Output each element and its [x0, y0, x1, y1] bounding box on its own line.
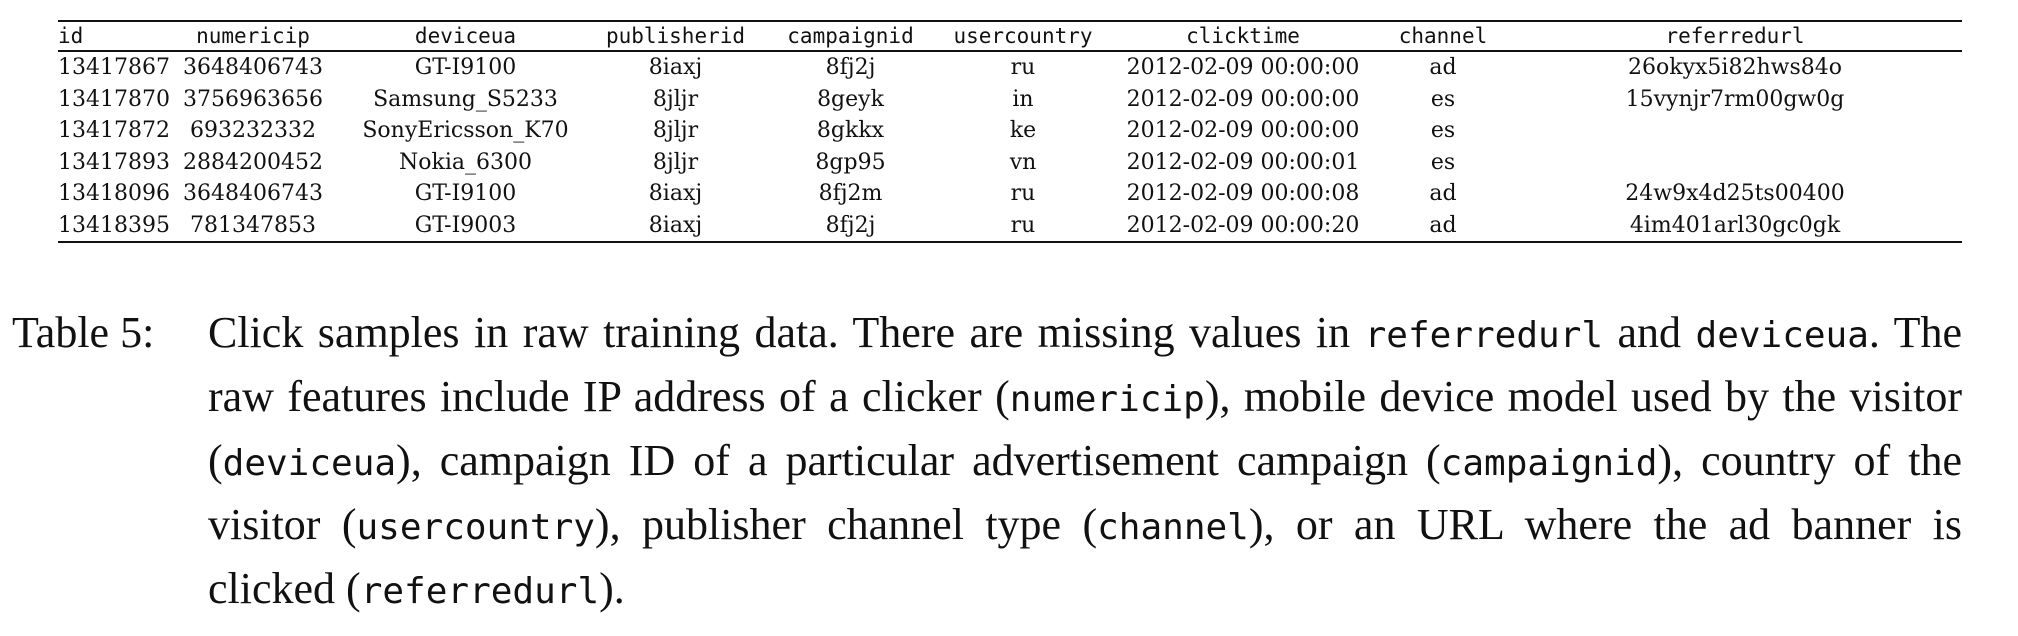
table-cell: GT-I9100 — [414, 181, 517, 206]
table-cell: GT-I9100 — [414, 55, 517, 80]
table-cell: Samsung_S5233 — [373, 86, 558, 112]
caption-code-term: referredurl — [1364, 315, 1604, 356]
table-cell — [1508, 115, 1962, 147]
table-cell: 13417893 — [58, 149, 170, 175]
table-cell: 8geyk — [817, 86, 884, 112]
table-cell: 13417870 — [58, 86, 170, 112]
table-cell: ad — [1429, 181, 1457, 206]
table-cell: 8iaxj — [648, 55, 703, 80]
table-row: 13417867 3648406743 GT-I9100 8iaxj 8fj2j ru 20… — [58, 51, 1962, 84]
table-cell: 8fj2j — [825, 55, 876, 80]
caption-text-segment: ), mobile device model used by the visit… — [208, 372, 1962, 485]
table-cell: ru — [1010, 212, 1036, 238]
caption-text-segment: ), or an URL where the ad banner is clic… — [208, 500, 1963, 613]
column-header: id — [58, 24, 84, 48]
table-row: 13418395 781347853 GT-I9003 8iaxj 8fj2j ru 201… — [58, 210, 1962, 242]
table-cell: 3648406743 — [183, 181, 323, 206]
table-cell: es — [1430, 86, 1456, 112]
table-cell: 15vynjr7rm00gw0g — [1625, 86, 1845, 112]
table-cell: 13417867 — [58, 55, 170, 80]
table-cell: SonyEricsson_K70 — [362, 118, 569, 143]
caption-code-term: referredurl — [360, 571, 600, 612]
caption-code-term: usercountry — [356, 507, 595, 548]
table-cell: 781347853 — [190, 212, 316, 238]
column-header: channel — [1398, 24, 1488, 48]
table-cell: 2884200452 — [183, 149, 323, 175]
table-cell — [1508, 147, 1962, 179]
column-header: numericip — [196, 24, 310, 48]
table-cell: ru — [1010, 181, 1036, 206]
table-row: 13418096 3648406743 GT-I9100 8iaxj 8fj2m ru 20… — [58, 178, 1962, 210]
column-header: publisherid — [605, 24, 746, 48]
table-cell: es — [1430, 149, 1456, 175]
table-row: 13417872 693232332 SonyEricsson_K70 8jljr 8g… — [58, 115, 1962, 147]
column-header: clicktime — [1186, 24, 1300, 48]
table-cell: 2012-02-09 00:00:01 — [1126, 149, 1360, 175]
table-cell: 3756963656 — [183, 86, 323, 112]
table-cell: 2012-02-09 00:00:08 — [1126, 181, 1360, 206]
table-cell: 3648406743 — [183, 55, 323, 80]
table-cell: 8fj2m — [818, 181, 883, 206]
caption-code-term: deviceua — [222, 443, 397, 484]
table-row: 13417893 2884200452 Nokia_6300 8jljr 8gp95 vn… — [58, 147, 1962, 179]
table-cell: GT-I9003 — [414, 212, 517, 238]
table-cell: 8jljr — [652, 149, 699, 175]
table-cell: ad — [1429, 55, 1457, 80]
table-header-row: id numericip deviceua publisherid campaignid… — [58, 21, 1962, 51]
click-samples-table-container: id numericip deviceua publisherid campaignid… — [58, 20, 1962, 243]
table-cell: 13417872 — [58, 118, 170, 143]
table-cell: 13418096 — [58, 181, 170, 206]
column-header: referredurl — [1665, 24, 1805, 48]
table-cell: in — [1012, 86, 1034, 112]
table-cell: es — [1430, 118, 1456, 143]
table-cell: 8gp95 — [815, 149, 886, 175]
table-body: 13417867 3648406743 GT-I9100 8iaxj 8fj2j ru 20… — [58, 51, 1962, 242]
caption-code-term: numericip — [1009, 379, 1205, 420]
caption-text-segment: and — [1603, 308, 1696, 357]
caption-code-term: channel — [1097, 507, 1249, 548]
caption-code-term: campaignid — [1440, 443, 1658, 484]
column-header: usercountry — [953, 24, 1093, 48]
caption-text: Click samples in raw training data. Ther… — [208, 302, 1962, 622]
table-cell: 2012-02-09 00:00:20 — [1126, 212, 1360, 238]
column-header: campaignid — [787, 24, 914, 48]
caption-text-segment: Click samples in raw training data. Ther… — [208, 308, 1365, 357]
caption-label: Table 5: — [12, 308, 155, 357]
caption-text-segment: ), publisher channel type ( — [594, 500, 1098, 549]
column-header: deviceua — [414, 24, 517, 48]
table-caption: Table 5: Click samples in raw training d… — [12, 302, 1962, 622]
table-cell: 8jljr — [652, 118, 699, 143]
table-cell: 24w9x4d25ts00400 — [1625, 181, 1845, 206]
table-cell: 13418395 — [58, 212, 170, 238]
table-cell: 8iaxj — [648, 181, 703, 206]
table-cell: 2012-02-09 00:00:00 — [1126, 55, 1360, 80]
table-row: 13417870 3756963656 Samsung_S5233 8jljr 8gey… — [58, 84, 1962, 116]
table-cell: 693232332 — [190, 118, 316, 143]
table-cell: 2012-02-09 00:00:00 — [1126, 86, 1360, 112]
table-cell: 8iaxj — [648, 212, 703, 238]
table-cell: ru — [1010, 55, 1036, 80]
caption-text-segment: . The raw features include IP address of… — [208, 308, 1962, 421]
table-cell: 8gkkx — [816, 118, 885, 143]
table-cell: Nokia_6300 — [399, 149, 532, 175]
table-cell: 8fj2j — [825, 212, 876, 238]
click-samples-table: id numericip deviceua publisherid campaignid… — [58, 20, 1962, 243]
table-cell: ke — [1009, 118, 1037, 143]
caption-text-segment: ), country of the visitor ( — [208, 436, 1962, 549]
table-cell: 26okyx5i82hws84o — [1628, 55, 1842, 80]
table-cell: 2012-02-09 00:00:00 — [1126, 118, 1360, 143]
caption-text-segment: ), campaign ID of a particular advertise… — [396, 436, 1441, 485]
table-cell: 8jljr — [652, 86, 699, 112]
table-cell: ad — [1429, 212, 1457, 238]
caption-text-segment: ). — [599, 564, 625, 613]
table-cell: vn — [1009, 149, 1037, 175]
caption-code-term: deviceua — [1695, 315, 1869, 356]
table-cell: 4im401arl30gc0gk — [1629, 212, 1841, 238]
